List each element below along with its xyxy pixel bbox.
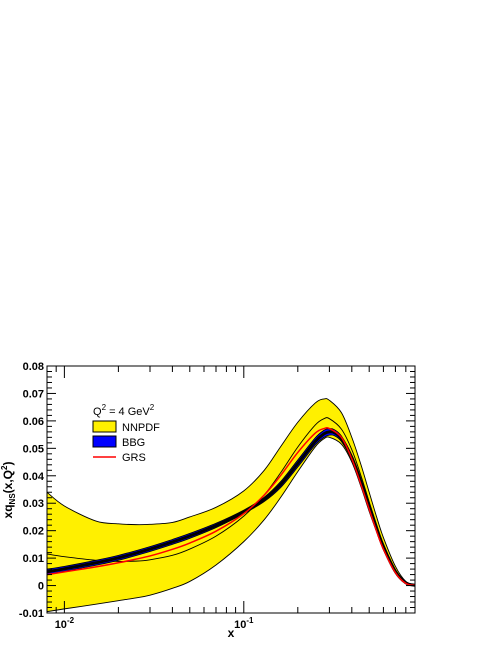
y-axis-label: xqNS(x,Q2) xyxy=(0,462,17,519)
legend: Q2 = 4 GeV2 NNPDF BBG GRS xyxy=(92,403,160,464)
y-tick-label: 0 xyxy=(38,581,44,593)
plot-frame xyxy=(46,365,416,614)
y-tick-label: -0.01 xyxy=(19,608,44,620)
legend-label-nnpdf: NNPDF xyxy=(122,422,160,434)
bbg-central-line xyxy=(47,430,415,587)
y-tick-label: 0.01 xyxy=(23,553,44,565)
axis-ticks xyxy=(46,365,416,614)
x-tick-label: 10-2 xyxy=(55,616,75,631)
series-layer xyxy=(47,398,415,613)
nnpdf-band-upper-edge xyxy=(47,398,415,586)
legend-label-bbg: BBG xyxy=(122,437,145,449)
legend-label-grs: GRS xyxy=(122,452,146,464)
axis-tick-labels: -0.01 0 0.01 0.02 0.03 0.04 0.05 0.06 0.07 0.08 10… xyxy=(19,361,254,631)
y-tick-label: 0.06 xyxy=(23,416,44,428)
x-axis-label: x xyxy=(228,626,235,640)
y-tick-label: 0.02 xyxy=(23,526,44,538)
grs-line xyxy=(47,426,415,587)
x-tick-label: 10-1 xyxy=(234,616,254,631)
y-tick-label: 0.08 xyxy=(23,361,44,373)
y-tick-label: 0.03 xyxy=(23,498,44,510)
legend-title: Q2 = 4 GeV2 xyxy=(93,403,155,418)
y-tick-label: 0.04 xyxy=(23,471,45,483)
legend-swatch-bbg xyxy=(92,435,117,448)
y-tick-label: 0.05 xyxy=(23,443,44,455)
y-tick-label: 0.07 xyxy=(23,388,44,400)
legend-swatch-nnpdf xyxy=(92,420,117,433)
